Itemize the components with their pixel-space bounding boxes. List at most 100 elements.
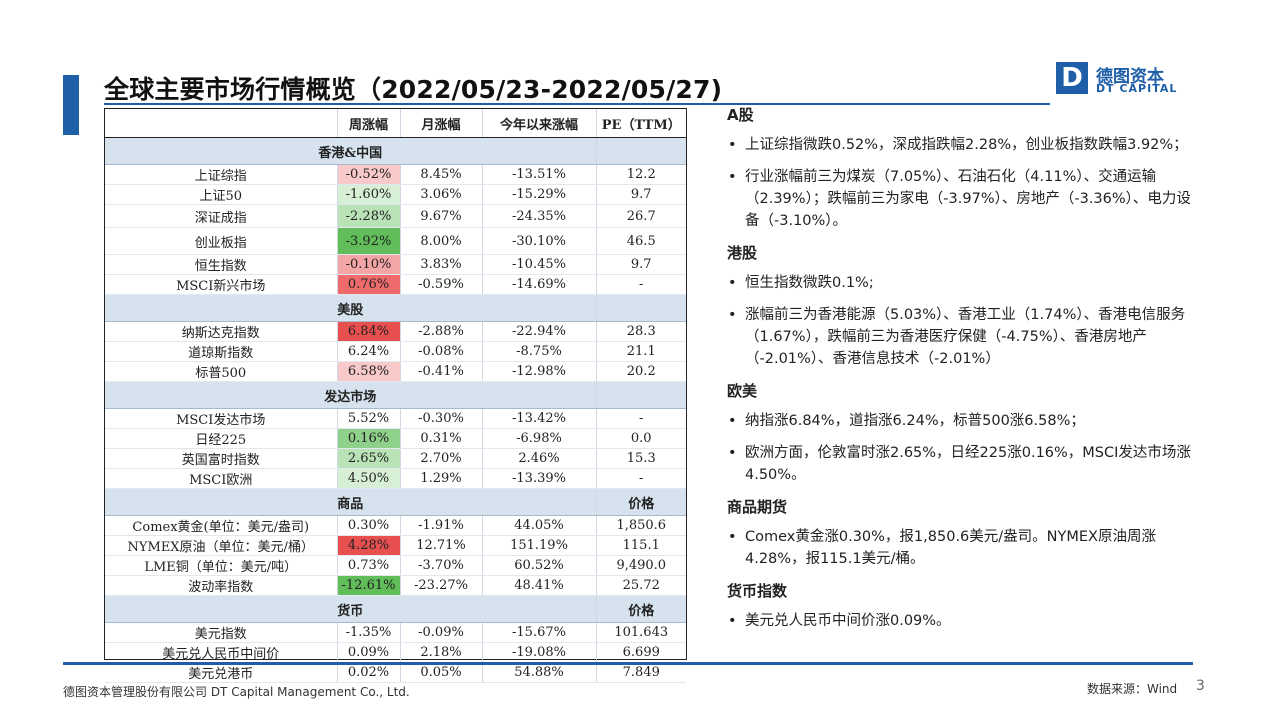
- title-underline: [104, 103, 1050, 105]
- cell-ytd: -13.39%: [482, 468, 597, 489]
- section-label: 发达市场: [105, 381, 597, 409]
- cell-month: -1.91%: [400, 515, 483, 536]
- cell-month: 12.71%: [400, 535, 483, 556]
- section-last-col: [596, 381, 686, 409]
- footer-divider: [63, 662, 1193, 665]
- commentary-bullet: • 美元兑人民币中间价涨0.09%。: [727, 610, 1197, 632]
- cell-last: -: [596, 468, 686, 489]
- bullet-icon: •: [728, 413, 737, 429]
- commentary-section: 港股 • 恒生指数微跌0.1%; • 涨幅前三为香港能源（5.03%）、香港工业（1.7…: [727, 242, 1197, 370]
- header-month: 月涨幅: [400, 109, 483, 138]
- cell-ytd: 60.52%: [482, 555, 597, 576]
- cell-ytd: -13.42%: [482, 408, 597, 429]
- cell-name: 美元兑港币: [105, 662, 338, 683]
- market-commentary: A股 • 上证综指微跌0.52%，深成指跌幅2.28%，创业板指数跌幅3.92%； •…: [727, 104, 1197, 642]
- cell-month: 3.83%: [400, 254, 483, 275]
- commentary-heading: 商品期货: [727, 498, 788, 516]
- cell-name: Comex黄金(单位：美元/盎司): [105, 515, 338, 536]
- bullet-icon: •: [728, 137, 737, 153]
- cell-month: -0.30%: [400, 408, 483, 429]
- cell-ytd: -8.75%: [482, 341, 597, 362]
- cell-name: 创业板指: [105, 227, 338, 255]
- cell-week: 6.24%: [337, 341, 401, 362]
- cell-week: 0.30%: [337, 515, 401, 536]
- table-row: 道琼斯指数 6.24% -0.08% -8.75% 21.1: [105, 341, 686, 362]
- cell-month: -2.88%: [400, 321, 483, 342]
- cell-last: 28.3: [596, 321, 686, 342]
- cell-name: MSCI欧洲: [105, 468, 338, 489]
- cell-ytd: -30.10%: [482, 227, 597, 255]
- cell-ytd: -19.08%: [482, 642, 597, 663]
- table-row: 美元指数 -1.35% -0.09% -15.67% 101.643: [105, 622, 686, 643]
- cell-month: 0.31%: [400, 428, 483, 449]
- table-row: 纳斯达克指数 6.84% -2.88% -22.94% 28.3: [105, 321, 686, 342]
- header-name: [105, 109, 338, 138]
- commentary-section: 货币指数 • 美元兑人民币中间价涨0.09%。: [727, 580, 1197, 632]
- cell-last: -: [596, 274, 686, 295]
- cell-last: 115.1: [596, 535, 686, 556]
- table-row: 美元兑人民币中间价 0.09% 2.18% -19.08% 6.699: [105, 642, 686, 663]
- logo-d-icon: D: [1056, 62, 1088, 94]
- cell-month: -0.59%: [400, 274, 483, 295]
- commentary-section: A股 • 上证综指微跌0.52%，深成指跌幅2.28%，创业板指数跌幅3.92%； •…: [727, 104, 1197, 232]
- table-row: NYMEX原油（单位：美元/桶） 4.28% 12.71% 151.19% 115.1: [105, 535, 686, 556]
- cell-ytd: -22.94%: [482, 321, 597, 342]
- cell-month: 2.70%: [400, 448, 483, 469]
- cell-ytd: -12.98%: [482, 361, 597, 382]
- company-logo: D 德图资本 DT CAPITAL: [1056, 62, 1181, 98]
- commentary-section: 欧美 • 纳指涨6.84%，道指涨6.24%，标普500涨6.58%； • 欧洲方面，伦…: [727, 380, 1197, 486]
- cell-month: 0.05%: [400, 662, 483, 683]
- cell-name: MSCI发达市场: [105, 408, 338, 429]
- cell-week: 0.76%: [337, 274, 401, 295]
- footer-company: 德图资本管理股份有限公司 DT Capital Management Co., …: [63, 685, 410, 699]
- bullet-text: 美元兑人民币中间价涨0.09%。: [745, 613, 951, 629]
- table-row: 深证成指 -2.28% 9.67% -24.35% 26.7: [105, 204, 686, 228]
- bullet-icon: •: [728, 445, 737, 461]
- cell-last: 9,490.0: [596, 555, 686, 576]
- cell-last: 21.1: [596, 341, 686, 362]
- table-header-row: 周涨幅 月涨幅 今年以来涨幅 PE（TTM）: [105, 109, 686, 138]
- cell-name: 纳斯达克指数: [105, 321, 338, 342]
- cell-ytd: 44.05%: [482, 515, 597, 536]
- cell-month: -0.08%: [400, 341, 483, 362]
- commentary-heading: 港股: [727, 244, 758, 262]
- cell-ytd: -15.67%: [482, 622, 597, 643]
- commentary-bullet: • 纳指涨6.84%，道指涨6.24%，标普500涨6.58%；: [727, 410, 1197, 432]
- cell-week: -12.61%: [337, 575, 401, 596]
- commentary-bullet: • 涨幅前三为香港能源（5.03%）、香港工业（1.74%）、香港电信服务（1.6…: [727, 304, 1197, 370]
- cell-month: -3.70%: [400, 555, 483, 576]
- cell-name: 美元兑人民币中间价: [105, 642, 338, 663]
- cell-month: 9.67%: [400, 204, 483, 228]
- table-row: 上证50 -1.60% 3.06% -15.29% 9.7: [105, 184, 686, 205]
- cell-week: 0.09%: [337, 642, 401, 663]
- cell-week: 4.50%: [337, 468, 401, 489]
- bullet-icon: •: [728, 613, 737, 629]
- cell-last: 46.5: [596, 227, 686, 255]
- cell-ytd: -13.51%: [482, 164, 597, 185]
- table-row: MSCI新兴市场 0.76% -0.59% -14.69% -: [105, 274, 686, 295]
- cell-month: -0.09%: [400, 622, 483, 643]
- bullet-text: 上证综指微跌0.52%，深成指跌幅2.28%，创业板指数跌幅3.92%；: [745, 137, 1188, 153]
- cell-last: 25.72: [596, 575, 686, 596]
- cell-month: 8.45%: [400, 164, 483, 185]
- header-ytd: 今年以来涨幅: [482, 109, 597, 138]
- section-label: 香港&中国: [105, 137, 597, 165]
- bullet-text: 恒生指数微跌0.1%;: [745, 275, 874, 291]
- cell-name: 上证综指: [105, 164, 338, 185]
- bullet-text: 行业涨幅前三为煤炭（7.05%）、石油石化（4.11%）、交通运输（2.39%）…: [745, 169, 1191, 229]
- cell-last: 9.7: [596, 184, 686, 205]
- commentary-heading: A股: [727, 106, 754, 124]
- bullet-text: 涨幅前三为香港能源（5.03%）、香港工业（1.74%）、香港电信服务（1.67…: [745, 307, 1186, 367]
- footer-source: 数据来源：Wind: [1087, 682, 1178, 696]
- table-row: MSCI发达市场 5.52% -0.30% -13.42% -: [105, 408, 686, 429]
- cell-name: NYMEX原油（单位：美元/桶）: [105, 535, 338, 556]
- cell-name: 美元指数: [105, 622, 338, 643]
- cell-last: 12.2: [596, 164, 686, 185]
- commentary-bullet: • Comex黄金涨0.30%，报1,850.6美元/盎司。NYMEX原油周涨4.…: [727, 526, 1197, 570]
- table-row: LME铜（单位：美元/吨） 0.73% -3.70% 60.52% 9,490.0: [105, 555, 686, 576]
- cell-month: -23.27%: [400, 575, 483, 596]
- cell-month: 3.06%: [400, 184, 483, 205]
- cell-week: -2.28%: [337, 204, 401, 228]
- cell-name: 标普500: [105, 361, 338, 382]
- section-last-col: 价格: [596, 488, 686, 516]
